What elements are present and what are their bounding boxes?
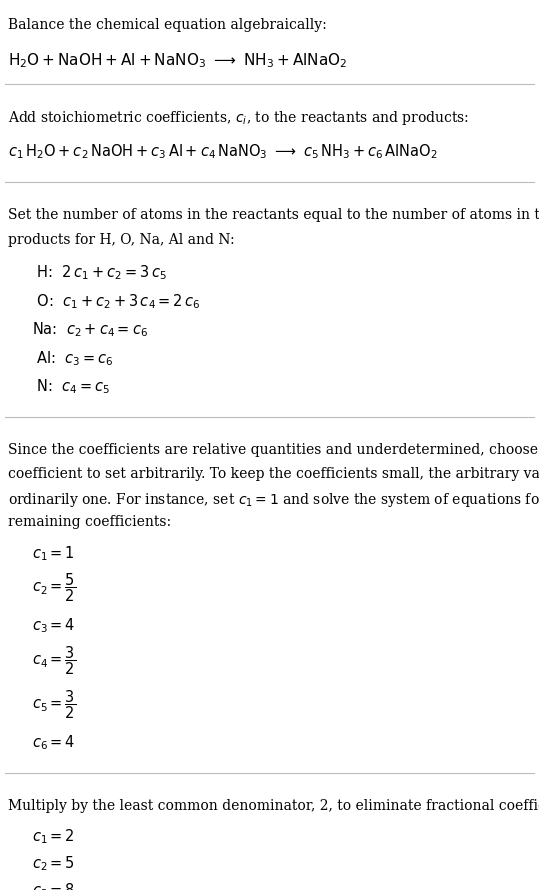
Text: coefficient to set arbitrarily. To keep the coefficients small, the arbitrary va: coefficient to set arbitrarily. To keep … [8,467,539,481]
Text: $c_3 = 4$: $c_3 = 4$ [32,616,75,635]
Text: Add stoichiometric coefficients, $c_i$, to the reactants and products:: Add stoichiometric coefficients, $c_i$, … [8,109,469,126]
Text: $c_1\,\mathrm{H_2O} + c_2\,\mathrm{NaOH} + c_3\,\mathrm{Al} + c_4\,\mathrm{NaNO_: $c_1\,\mathrm{H_2O} + c_2\,\mathrm{NaOH}… [8,142,438,161]
Text: $c_5 = \dfrac{3}{2}$: $c_5 = \dfrac{3}{2}$ [32,689,77,722]
Text: $c_2 = 5$: $c_2 = 5$ [32,854,75,873]
Text: Al:  $c_3 = c_6$: Al: $c_3 = c_6$ [32,349,114,368]
Text: $c_2 = \dfrac{5}{2}$: $c_2 = \dfrac{5}{2}$ [32,571,77,604]
Text: O:  $c_1 + c_2 + 3\,c_4 = 2\,c_6$: O: $c_1 + c_2 + 3\,c_4 = 2\,c_6$ [32,292,201,311]
Text: H:  $2\,c_1 + c_2 = 3\,c_5$: H: $2\,c_1 + c_2 = 3\,c_5$ [32,263,167,282]
Text: products for H, O, Na, Al and N:: products for H, O, Na, Al and N: [8,233,234,247]
Text: remaining coefficients:: remaining coefficients: [8,515,171,530]
Text: $c_1 = 2$: $c_1 = 2$ [32,828,75,846]
Text: $c_6 = 4$: $c_6 = 4$ [32,733,75,752]
Text: Multiply by the least common denominator, 2, to eliminate fractional coefficient: Multiply by the least common denominator… [8,799,539,813]
Text: $c_3 = 8$: $c_3 = 8$ [32,881,75,890]
Text: N:  $c_4 = c_5$: N: $c_4 = c_5$ [32,377,111,396]
Text: Na:  $c_2 + c_4 = c_6$: Na: $c_2 + c_4 = c_6$ [32,320,148,339]
Text: $c_1 = 1$: $c_1 = 1$ [32,545,75,563]
Text: Balance the chemical equation algebraically:: Balance the chemical equation algebraica… [8,18,327,32]
Text: ordinarily one. For instance, set $c_1 = 1$ and solve the system of equations fo: ordinarily one. For instance, set $c_1 =… [8,491,539,509]
Text: $c_4 = \dfrac{3}{2}$: $c_4 = \dfrac{3}{2}$ [32,644,77,677]
Text: $\mathrm{H_2O + NaOH + Al + NaNO_3\ \longrightarrow\ NH_3 + AlNaO_2}$: $\mathrm{H_2O + NaOH + Al + NaNO_3\ \lon… [8,52,348,70]
Text: Since the coefficients are relative quantities and underdetermined, choose a: Since the coefficients are relative quan… [8,443,539,457]
Text: Set the number of atoms in the reactants equal to the number of atoms in the: Set the number of atoms in the reactants… [8,208,539,222]
